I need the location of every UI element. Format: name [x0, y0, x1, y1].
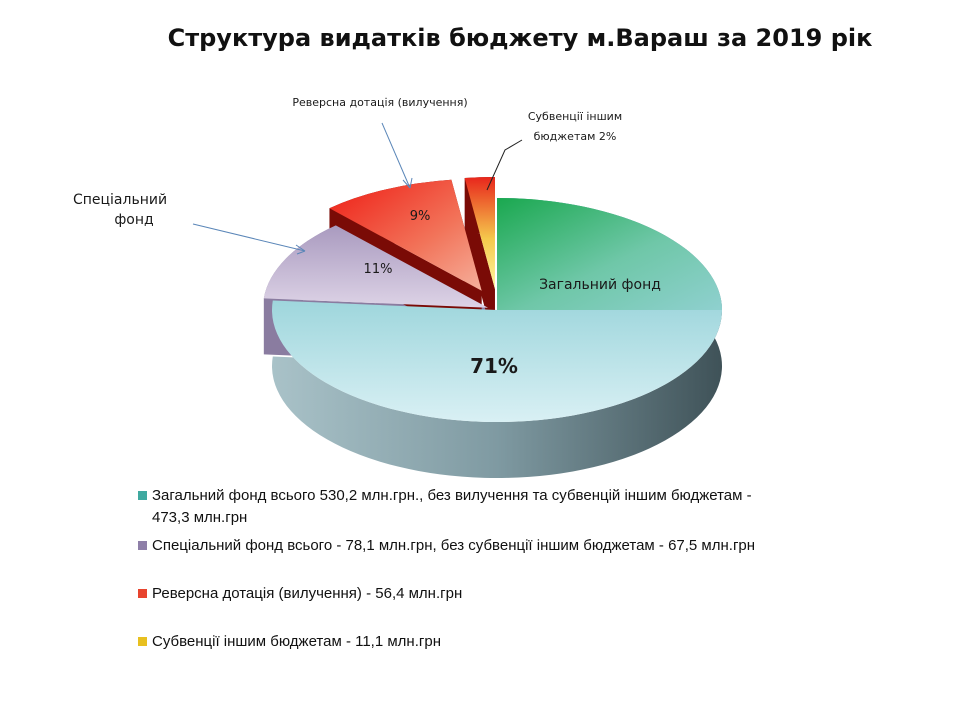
- slice-label-spec-pct: 11%: [364, 262, 393, 277]
- legend-swatch-zagalnyi: [138, 491, 147, 500]
- legend-swatch-reversna: [138, 589, 147, 598]
- slice-subv: [464, 177, 495, 290]
- legend-text-zagalnyi-1: Загальний фонд всього 530,2 млн.грн., бе…: [152, 487, 752, 504]
- callout-arrow-spec: [192, 223, 306, 252]
- legend-swatch-subv: [138, 637, 147, 646]
- legend: Загальний фонд всього 530,2 млн.грн., бе…: [138, 485, 858, 653]
- slice-label-reversna-pct: 9%: [410, 209, 431, 224]
- callout-line-subv: [486, 139, 523, 191]
- slice-label-zagalnyi-pct: 71%: [470, 354, 518, 378]
- slice-spec: [263, 225, 489, 308]
- callout-arrow-reversna: [381, 122, 411, 189]
- legend-item-spec: Спеціальний фонд всього - 78,1 млн.грн, …: [138, 535, 858, 557]
- callout-spec-line1: Спеціальний: [73, 192, 167, 208]
- slice-reversna: [329, 179, 482, 291]
- legend-text-subv: Субвенції іншим бюджетам - 11,1 млн.грн: [152, 633, 441, 650]
- legend-item-reversna: Реверсна дотація (вилучення) - 56,4 млн.…: [138, 583, 858, 605]
- legend-text-zagalnyi-2: 473,3 млн.грн: [152, 509, 248, 526]
- callout-subv-line2: бюджетам 2%: [534, 130, 617, 143]
- callout-arrow-spec-head: [295, 244, 306, 255]
- legend-text-reversna: Реверсна дотація (вилучення) - 56,4 млн.…: [152, 585, 463, 602]
- slice-zagalnyi-highlight: [497, 198, 722, 310]
- callout-reversna: Реверсна дотація (вилучення): [292, 96, 467, 109]
- legend-swatch-spec: [138, 541, 147, 550]
- chart-title: Структура видатків бюджету м.Вараш за 20…: [167, 24, 873, 52]
- callout-subv-line1: Субвенції іншим: [528, 110, 622, 123]
- callout-arrow-reversna-head: [402, 177, 413, 189]
- slice-label-zagalnyi-name: Загальний фонд: [539, 277, 661, 293]
- legend-item-zagalnyi: Загальний фонд всього 530,2 млн.грн., бе…: [138, 485, 858, 529]
- legend-text-spec: Спеціальний фонд всього - 78,1 млн.грн, …: [152, 537, 756, 554]
- callout-spec-line2: фонд: [114, 212, 153, 228]
- legend-item-subv: Субвенції іншим бюджетам - 11,1 млн.грн: [138, 631, 858, 653]
